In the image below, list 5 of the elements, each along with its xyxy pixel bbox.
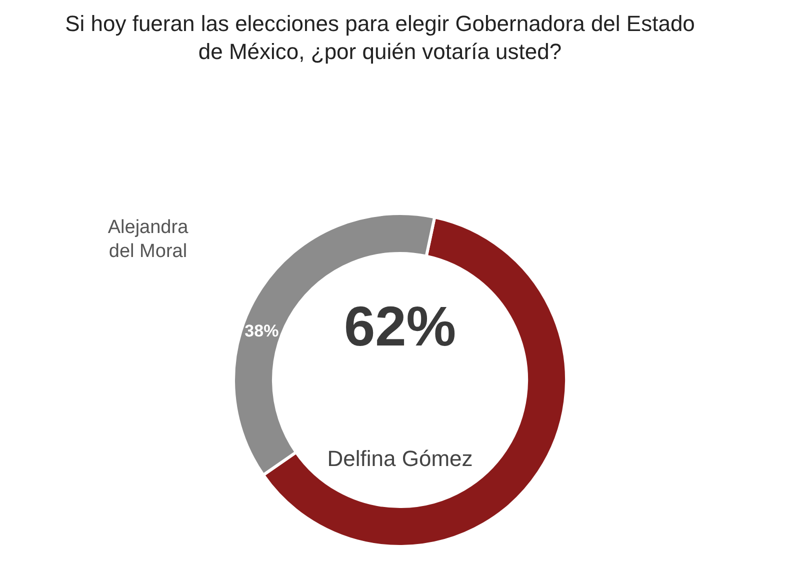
slice-label: Delfina Gómez — [327, 446, 473, 472]
slice-label: Alejandra del Moral — [108, 217, 189, 262]
chart-title: Si hoy fueran las elecciones para elegir Gobernadora del Estado de México, ¿por quién votaría usted? — [64, 10, 696, 66]
data-label: 62% — [344, 294, 456, 358]
data-label: 38% — [244, 321, 279, 340]
